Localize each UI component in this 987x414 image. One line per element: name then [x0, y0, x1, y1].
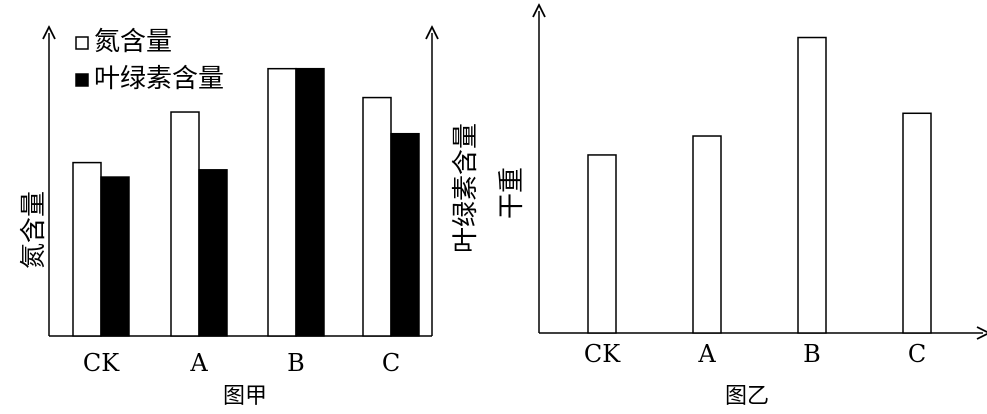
tick-label-b: B [287, 349, 305, 377]
bar-b-a [267, 67, 297, 337]
legend-label-chlorophyll: 叶绿素含量 [94, 64, 224, 94]
chart-yi-tick-labels: CK A B C [584, 340, 926, 368]
bar-c-b [390, 132, 420, 337]
bar-ck-b [100, 176, 130, 337]
chart-jia-right-y-label: 叶绿素含量 [451, 123, 481, 253]
tick-label-ck: CK [584, 340, 621, 368]
tick-label-ck: CK [83, 349, 120, 377]
chart-jia-tick-labels: CK A B C [83, 349, 400, 377]
tick-label-a: A [189, 349, 208, 377]
legend-swatch-black [75, 73, 89, 87]
chart-yi-bars [587, 36, 932, 334]
bar-b-a [797, 36, 827, 334]
tick-label-c: C [908, 340, 926, 368]
tick-label-c: C [382, 349, 400, 377]
bar-a-a [692, 135, 722, 334]
bar-b-b [295, 67, 325, 337]
tick-label-b: B [803, 340, 821, 368]
bar-a-a [170, 111, 200, 337]
chart-jia: CK A B C 氮含量 叶绿素含量 氮含量 叶绿素含量 图甲 [19, 27, 481, 409]
legend-swatch-white [75, 36, 89, 50]
tick-label-a: A [697, 340, 716, 368]
bar-c-a [362, 96, 392, 337]
chart-yi-caption: 图乙 [725, 384, 769, 409]
legend: 氮含量 叶绿素含量 [75, 27, 224, 94]
bar-a-b [198, 169, 228, 337]
chart-jia-bars [72, 67, 420, 337]
bar-ck-a [587, 154, 617, 334]
chart-yi-y-label: 干重 [497, 167, 527, 219]
bar-ck-a [72, 161, 102, 337]
chart-jia-left-y-label: 氮含量 [19, 191, 49, 269]
chart-yi: CK A B C 干重 图乙 [497, 11, 983, 409]
chart-jia-caption: 图甲 [223, 384, 267, 409]
legend-label-nitrogen: 氮含量 [94, 27, 172, 57]
bar-c-a [902, 112, 932, 334]
